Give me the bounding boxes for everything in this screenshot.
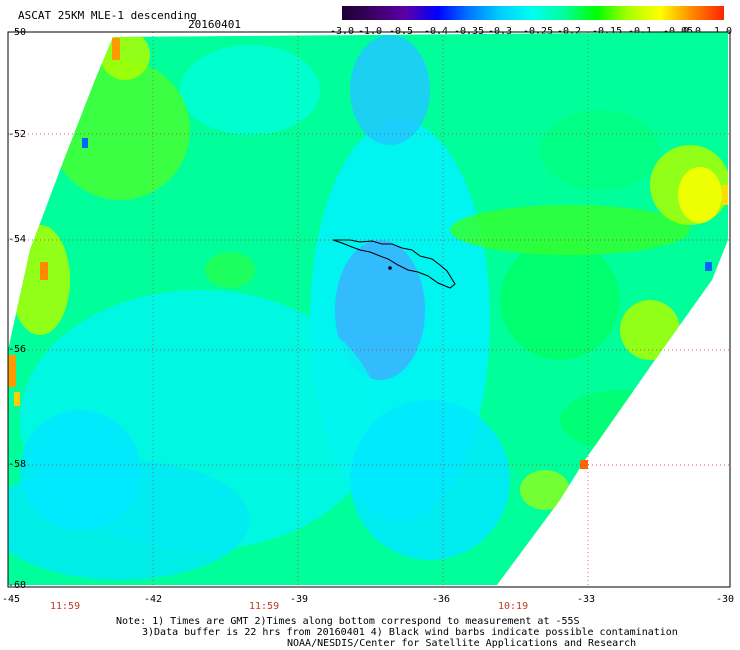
notes: Note: 1) Times are GMT 2)Times along bot… <box>116 616 678 649</box>
edge-pixel <box>705 262 712 271</box>
note-line: Note: 1) Times are GMT 2)Times along bot… <box>116 616 580 627</box>
lon-label: -36 <box>432 594 451 605</box>
colorbar <box>342 6 724 20</box>
wind-field-region <box>520 470 570 510</box>
lon-label: -30 <box>716 594 735 605</box>
wind-field-region <box>350 400 510 560</box>
lat-label: -52 <box>8 129 27 140</box>
wind-field-region <box>500 240 620 360</box>
wind-field-region <box>350 35 430 145</box>
wind-field-region <box>678 167 722 223</box>
wind-field-region <box>50 60 190 200</box>
edge-pixel <box>8 355 16 387</box>
lat-label: -50 <box>8 27 27 38</box>
edge-pixel <box>722 185 728 205</box>
edge-pixel <box>112 38 120 60</box>
map-frame <box>7 31 731 588</box>
edge-pixel <box>14 392 20 406</box>
wind-field-region <box>540 110 660 190</box>
lat-label: -58 <box>8 459 27 470</box>
lon-label: -42 <box>144 594 163 605</box>
edge-pixel <box>580 460 588 469</box>
wind-field-region <box>560 390 680 450</box>
lon-label: -45 <box>2 594 21 605</box>
edge-pixel <box>40 262 48 280</box>
pass-time: 11:59 <box>50 601 81 612</box>
lat-label: -54 <box>8 234 27 245</box>
lon-label: -39 <box>290 594 309 605</box>
wind-field-region <box>20 410 140 530</box>
islet <box>388 266 392 270</box>
lat-label: -56 <box>8 344 27 355</box>
note-line: 3)Data buffer is 22 hrs from 20160401 4)… <box>142 627 678 638</box>
island-outline <box>332 239 456 289</box>
lat-label: -60 <box>8 580 27 591</box>
edge-pixel <box>82 138 88 148</box>
pass-time: 11:59 <box>249 601 280 612</box>
lon-label: -33 <box>577 594 596 605</box>
pass-time: 10:19 <box>498 601 529 612</box>
wind-field-region <box>620 300 680 360</box>
wind-field-region <box>205 252 255 288</box>
colorbar-gradient <box>342 6 724 20</box>
wind-field-region <box>335 240 425 380</box>
note-line: NOAA/NESDIS/Center for Satellite Applica… <box>287 638 637 649</box>
map-date: 20160401 <box>188 18 241 31</box>
wind-field-region <box>450 205 690 255</box>
map-title: ASCAT 25KM MLE-1 descending <box>18 9 197 22</box>
wind-field-region <box>100 32 150 80</box>
wind-field-region <box>180 45 320 135</box>
